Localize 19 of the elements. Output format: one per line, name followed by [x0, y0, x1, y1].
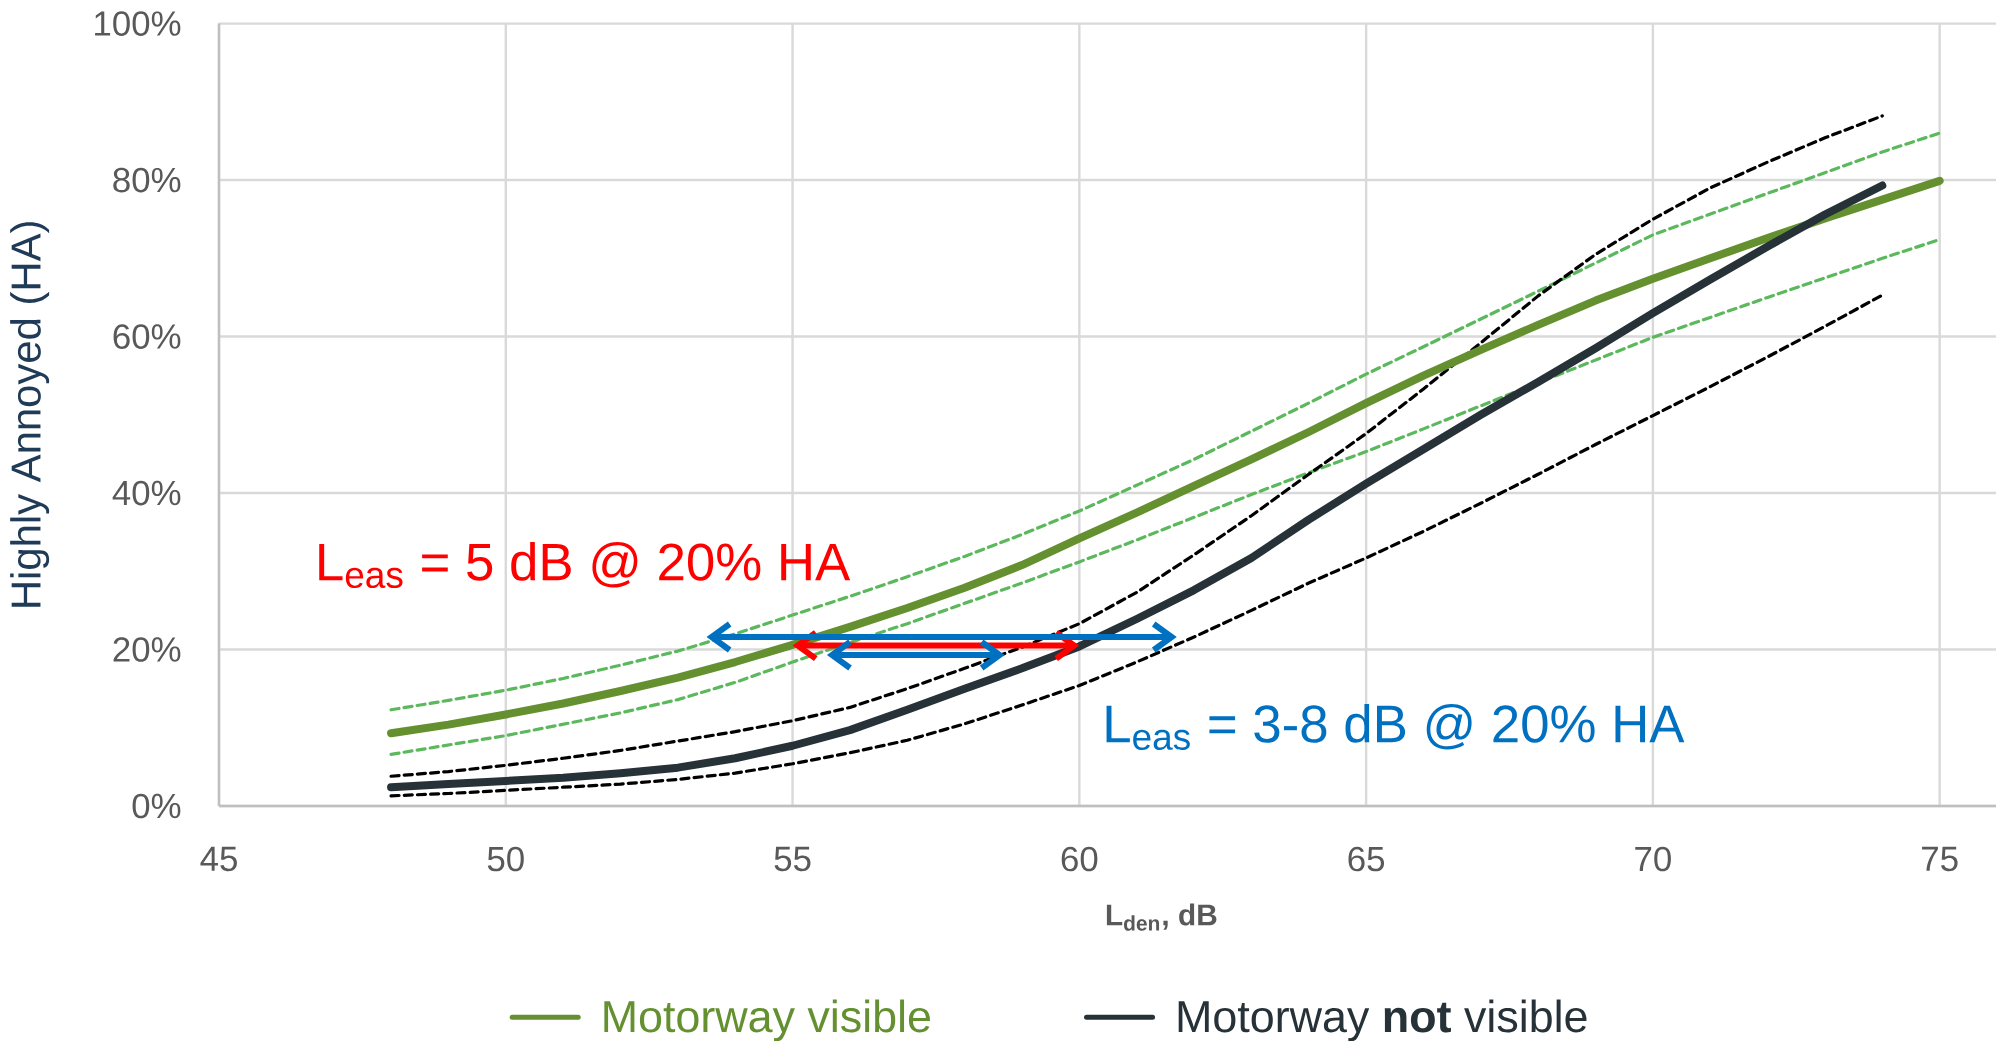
x-tick-label: 55	[774, 846, 811, 872]
legend-label: Motorway not visible	[1178, 999, 1587, 1041]
x-axis-title: L$_{den}$, dB	[1106, 903, 1217, 931]
x-tick-label: 45	[200, 846, 237, 872]
x-tick-label: 75	[1922, 846, 1958, 872]
annotation: L$_{eas}$ = 5 dB @ 20% HA	[319, 541, 851, 589]
y-tick-label: 0%	[132, 793, 181, 819]
y-tick-label: 100%	[95, 11, 181, 36]
x-tick-label: 50	[487, 846, 524, 872]
legend-label: Motorway visible	[604, 999, 930, 1041]
y-tick-label: 60%	[113, 324, 181, 349]
annotation: L$_{eas}$ = 3-8 dB @ 20% HA	[1106, 703, 1685, 751]
y-tick-label: 80%	[113, 167, 181, 193]
x-tick-label: 70	[1635, 846, 1671, 872]
y-tick-label: 20%	[113, 637, 181, 662]
x-tick-label: 60	[1061, 846, 1098, 872]
y-axis-title: Highly Annoyed (HA)	[10, 222, 50, 607]
y-tick-label: 40%	[112, 480, 181, 506]
x-tick-label: 65	[1348, 846, 1385, 872]
